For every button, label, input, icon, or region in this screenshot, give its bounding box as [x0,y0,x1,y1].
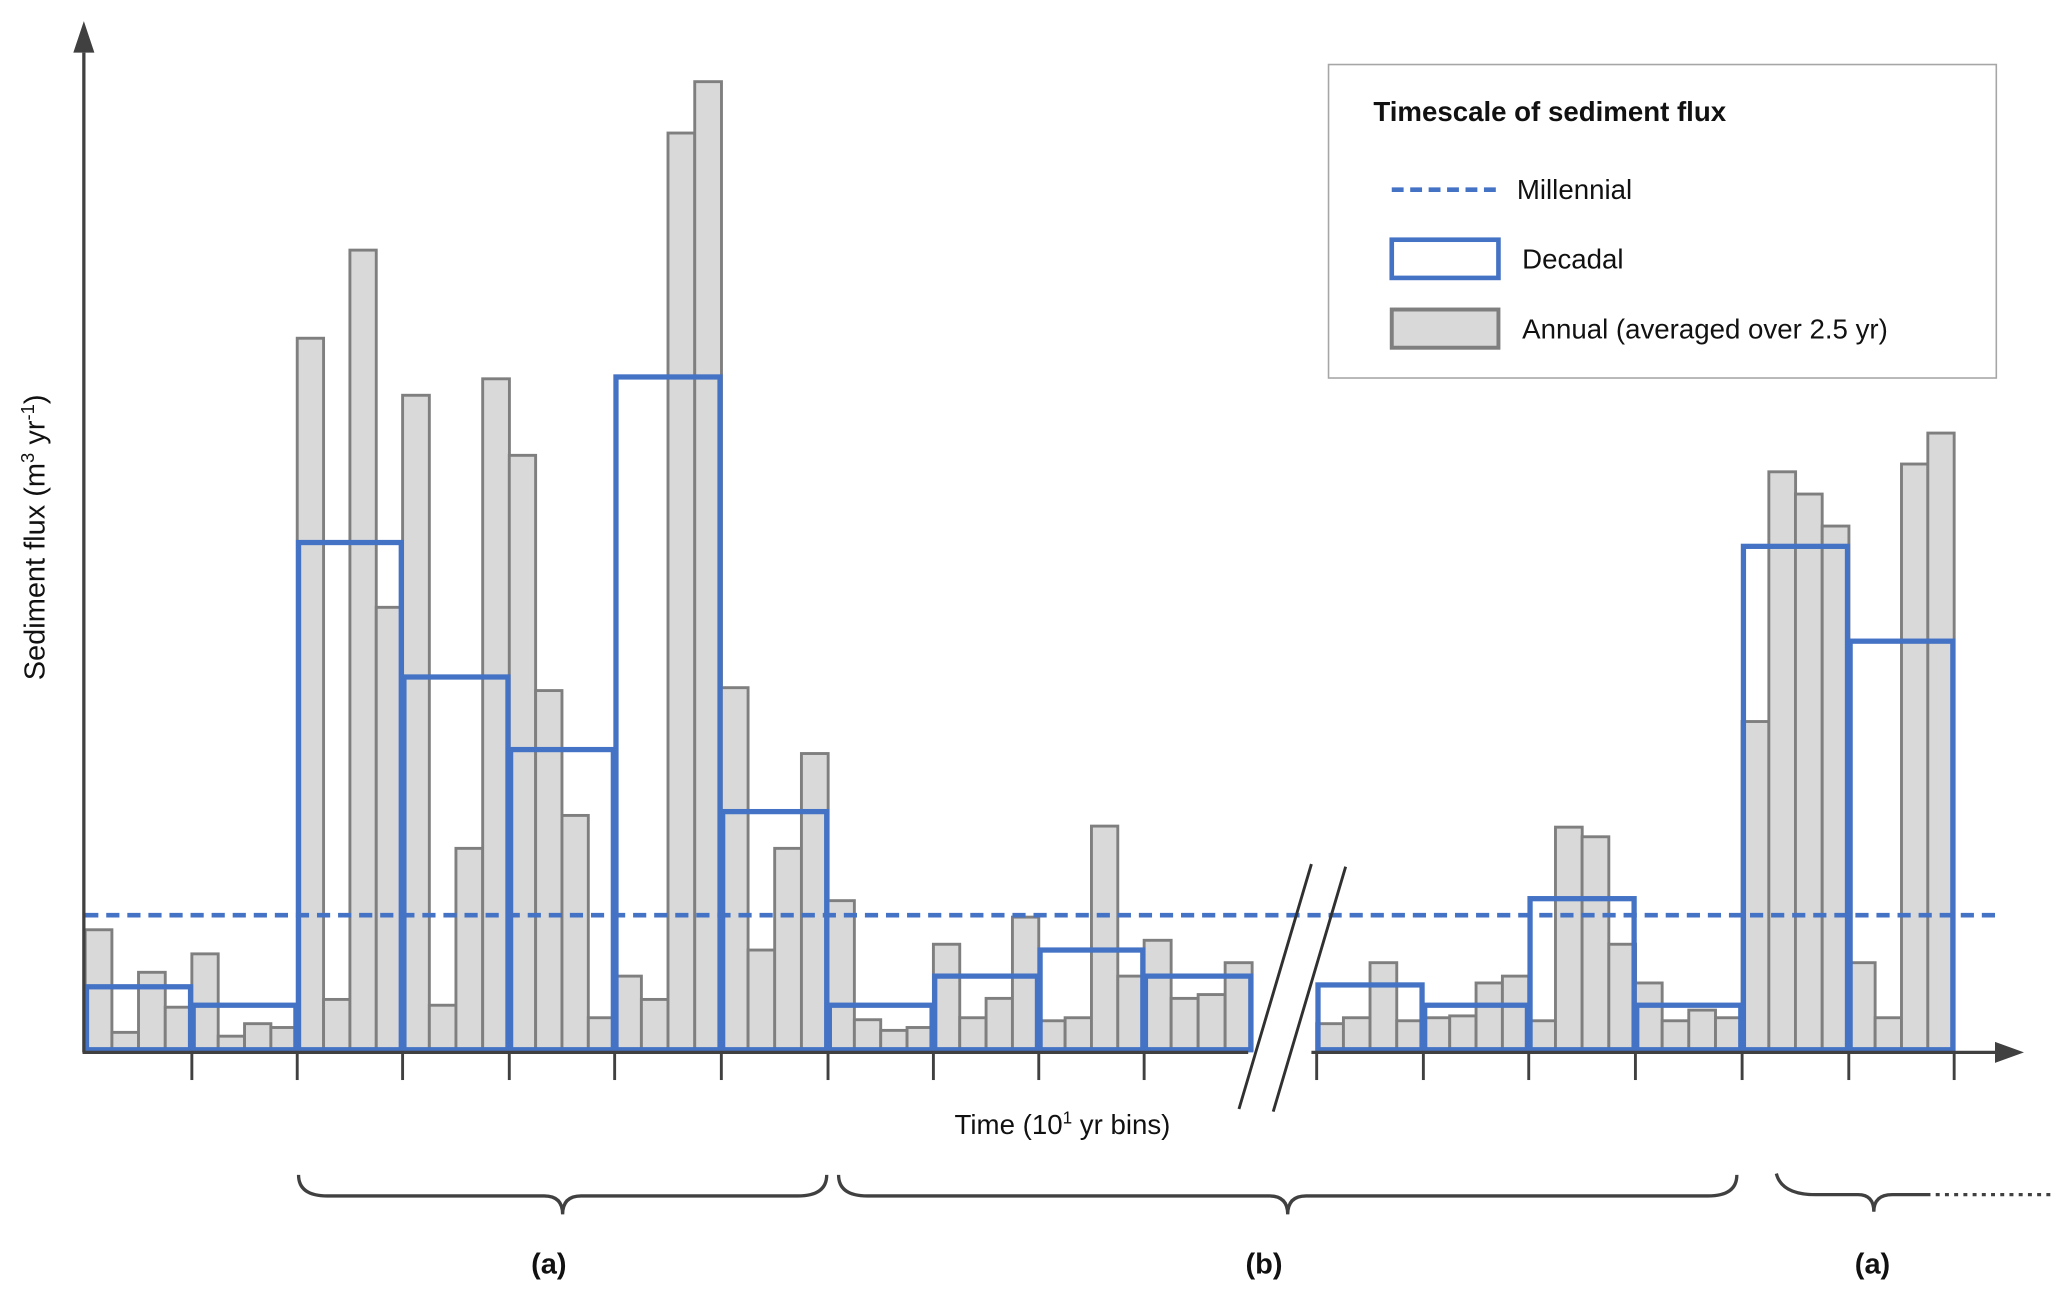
annual-bar [639,997,670,1052]
annual-bar [83,928,114,1052]
axis-break-mark [1237,863,1313,1110]
annual-bar [1169,996,1200,1052]
annual-bar [613,974,643,1052]
annual-bar [1767,470,1798,1052]
annual-bar [879,1028,909,1052]
annual-bar [1474,981,1504,1052]
annual-bar [322,997,352,1052]
annual-bar [1063,1016,1093,1052]
legend: Timescale of sediment flux Millennial De… [1327,63,1998,379]
legend-annual-label: Annual (averaged over 2.5 yr) [1522,314,1888,345]
annual-bar [1687,1008,1717,1052]
annual-bar [746,948,777,1052]
annual-bar [1315,1022,1345,1052]
legend-decadal-swatch [1389,237,1501,281]
brace-period-a2 [1774,1173,1927,1212]
brace-period-b [836,1174,1739,1215]
decadal-boxes [83,374,1956,1053]
axes [73,21,2024,1113]
annual-bar [1794,492,1824,1052]
annual-bar [826,899,856,1052]
period-label-b: (b) [1245,1249,1282,1281]
annual-bar [1633,981,1664,1052]
legend-annual-swatch [1389,307,1501,350]
annual-bar [427,1003,458,1052]
y-axis-label: Sediment flux (m3 yr-1) [17,394,52,680]
annual-bar [958,1016,988,1052]
annual-bar [984,996,1014,1052]
decadal-box [613,374,723,1053]
annual-bar [534,689,564,1052]
annual-bar [348,248,378,1052]
annual-bar [1116,974,1146,1052]
legend-decadal-label: Decadal [1522,244,1623,275]
annual-bar [1847,961,1877,1052]
annual-bar [1873,1016,1903,1052]
decadal-box [1847,638,1956,1053]
annual-bar [137,970,167,1052]
legend-title: Timescale of sediment flux [1373,96,1726,127]
brace-period-a1 [296,1174,829,1215]
annual-bar [852,1018,883,1052]
period-label-a1: (a) [531,1249,566,1281]
x-axis-label: Time (101 yr bins) [955,1109,1171,1141]
x-axis-arrow-icon [1994,1041,2024,1063]
x-ticks [190,1052,1956,1081]
annual-bar [773,846,803,1052]
y-axis-arrow-icon [73,21,95,53]
annual-bar [454,846,485,1052]
annual-bar [1580,835,1611,1052]
annual-bar [481,377,511,1052]
annual-bar [374,605,405,1052]
decadal-box [1142,973,1254,1053]
annual-bar [666,131,697,1052]
annual-bar [1448,1014,1478,1052]
annual-bar [1660,1019,1691,1052]
annual-bar [560,813,590,1052]
annual-bar [1341,1016,1372,1052]
annual-bar [1142,938,1173,1052]
annual-bar [1527,1019,1557,1052]
annual-bar [401,393,431,1052]
decadal-box [1527,896,1637,1053]
legend-millennial-label: Millennial [1517,174,1632,205]
annual-bar [1010,915,1041,1052]
annual-bar [719,686,750,1052]
annual-bar [1740,720,1771,1052]
annual-bar [1090,824,1120,1052]
annual-bar [1900,462,1930,1052]
period-braces [296,1173,2051,1215]
annual-bar [1196,993,1227,1052]
axis-break-mark [1271,866,1348,1113]
annual-bar [1554,825,1584,1052]
decadal-box [720,808,830,1053]
annual-bar [243,1022,273,1052]
annual-bar [1368,961,1399,1052]
annual-bar [1500,974,1531,1052]
annual-bar [931,942,962,1052]
annual-bar [163,1005,194,1052]
period-label-a2: (a) [1855,1249,1890,1281]
